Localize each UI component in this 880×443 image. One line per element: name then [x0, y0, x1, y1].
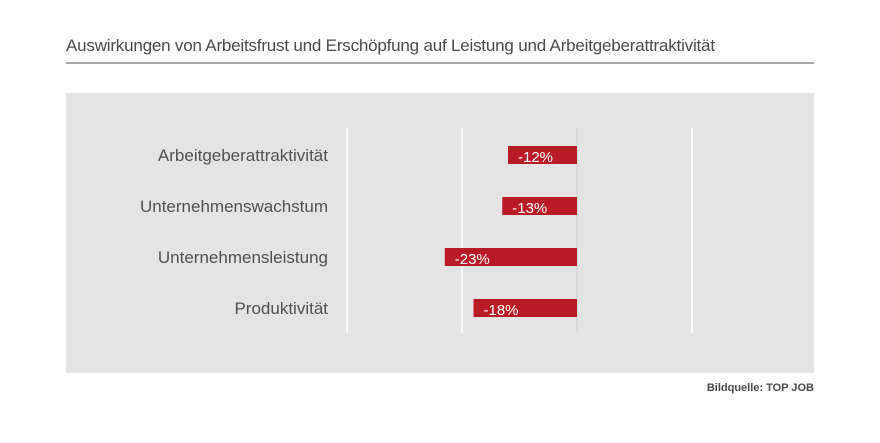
data-label: -23% — [455, 251, 490, 268]
category-label: Unternehmenswachstum — [140, 197, 328, 216]
chart-title: Auswirkungen von Arbeitsfrust und Erschö… — [66, 36, 715, 55]
data-label: -18% — [484, 302, 519, 319]
chart-panel — [66, 93, 814, 373]
category-label: Arbeitgeberattraktivität — [158, 146, 328, 165]
title-divider — [66, 62, 814, 64]
data-label: -12% — [518, 149, 553, 166]
category-label: Unternehmensleistung — [158, 248, 328, 267]
bar — [502, 197, 577, 215]
image-source: Bildquelle: TOP JOB — [706, 382, 814, 394]
bar — [508, 146, 577, 164]
bar — [444, 248, 577, 266]
bar — [473, 299, 577, 317]
category-label: Produktivität — [234, 299, 328, 318]
data-label: -13% — [512, 200, 547, 217]
